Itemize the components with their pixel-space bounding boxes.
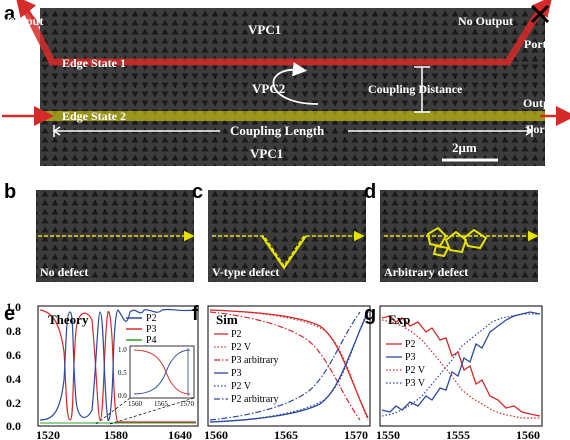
- legend-f-0: P2: [231, 329, 242, 340]
- coupling-curve-arrow: [272, 62, 319, 105]
- vpc1-top-label: VPC1: [248, 22, 281, 37]
- output-port3-arrow: [15, 0, 41, 27]
- port4-label: Port 4: [524, 37, 556, 51]
- plot-e-curves: [39, 308, 197, 424]
- vpc1-bottom-label: VPC1: [250, 146, 283, 161]
- coupling-distance-label: Coupling Distance: [368, 82, 463, 96]
- legend-g-3: P3 V: [405, 378, 426, 389]
- port3-label: Port 3: [4, 37, 36, 51]
- inset-xtick-2: 1570: [180, 400, 195, 408]
- panel-g: g Exp P2 P3 P2 V P3 V 1550 1555 1560: [364, 303, 543, 440]
- arbitrary-defect-label: Arbitrary defect: [384, 265, 468, 279]
- e-ytick-1: 0.2: [6, 396, 21, 410]
- plot-f-legend: P2 P2 V P3 arbitrary P3 P2 V P2 arbitrar…: [214, 329, 279, 405]
- legend-f-1: P2 V: [231, 342, 252, 353]
- arbitrary-defect-outline: [426, 226, 488, 258]
- legend-f-2: P3 arbitrary: [231, 355, 279, 366]
- panel-f-letter: f: [192, 303, 199, 325]
- inset-p2: [133, 349, 191, 395]
- panel-f: f Sim P2 P2 V P3 arbitrary P3 P2 V P2 ar…: [192, 303, 371, 440]
- legend-f-5: P2 arbitrary: [231, 394, 279, 405]
- plot-g-frame: [379, 305, 543, 427]
- inset-ytick-2: 0.0: [118, 392, 127, 400]
- series-e-p2: [39, 308, 197, 421]
- plot-g-legend: P2 P3 P2 V P3 V: [386, 339, 426, 389]
- v-defect-label: V-type defect: [212, 265, 279, 279]
- legend-e-p2: P2: [146, 313, 157, 324]
- edge-state-2-path: [40, 111, 545, 121]
- panel-b-letter: b: [4, 181, 16, 203]
- g-xtick-0: 1550: [376, 428, 400, 440]
- plot-e-title: Theory: [48, 312, 89, 327]
- sem-vpc1-top: [40, 8, 545, 62]
- plot-e-inset: 1.0 0.5 0.0 1560 1565 1570: [95, 345, 195, 425]
- no-output-label: No Output: [458, 14, 513, 28]
- legend-f-4: P2 V: [231, 381, 252, 392]
- series-g-p2v: [381, 319, 540, 419]
- panel-d-letter: d: [364, 181, 376, 203]
- series-g-p3: [381, 311, 541, 413]
- plot-e-frame: [37, 305, 199, 427]
- e-ytick-3: 0.6: [6, 348, 21, 362]
- coupling-distance-bar: [414, 66, 430, 113]
- plot-g-title: Exp: [388, 312, 410, 327]
- series-f-p2v: [209, 309, 369, 421]
- legend-e-p3: P3: [146, 324, 157, 335]
- port1-label: Port 1: [4, 122, 36, 136]
- e-ytick-0: 0.0: [6, 419, 21, 433]
- input-label: Input: [4, 96, 33, 110]
- series-f-p2v-blue: [209, 309, 369, 423]
- plot-f-frame: [207, 305, 371, 427]
- e-xtick-1: 1580: [104, 428, 128, 440]
- legend-e-p4: P4: [146, 335, 157, 346]
- g-xtick-1: 1555: [446, 428, 470, 440]
- plot-f-title: Sim: [216, 312, 238, 327]
- g-xtick-2: 1560: [516, 428, 540, 440]
- e-ytick-4: 0.8: [6, 324, 21, 338]
- e-ytick-2: 0.4: [6, 372, 21, 386]
- plot-e-legend: P2 P3 P4: [126, 313, 157, 346]
- panel-a-letter: a: [4, 3, 16, 25]
- e-ytick-5: 1.0: [6, 300, 21, 314]
- inset-ytick-0: 1.0: [118, 346, 127, 354]
- f-xtick-0: 1560: [204, 428, 228, 440]
- e-xtick-0: 1520: [36, 428, 60, 440]
- inset-xtick-0: 1560: [128, 400, 143, 408]
- sem-vpc1-bottom: [40, 118, 545, 166]
- series-f-p2arb: [209, 311, 361, 421]
- no-defect-label: No defect: [40, 265, 88, 279]
- e-xtick-2: 1640: [168, 428, 192, 440]
- legend-g-1: P3: [405, 352, 416, 363]
- coupling-length-bar: [52, 125, 534, 137]
- panel-g-letter: g: [364, 303, 376, 325]
- vpc2-label: VPC2: [252, 81, 285, 96]
- f-xtick-2: 1570: [344, 428, 368, 440]
- panel-e: e Theory P2 P3 P4 1.0 0.5 0.0: [4, 300, 199, 440]
- coupling-length-label: Coupling Length: [230, 123, 325, 138]
- edge-state-1-path: [22, 8, 543, 66]
- output-left-label: Output: [6, 14, 43, 28]
- legend-g-2: P2 V: [405, 365, 426, 376]
- panel-c-letter: c: [192, 181, 203, 203]
- scalebar-label: 2μm: [452, 140, 477, 155]
- no-output-cross: [530, 4, 550, 24]
- panel-b: b No defect: [4, 181, 195, 282]
- series-e-p3: [39, 309, 196, 423]
- series-f-p3arb: [209, 311, 361, 421]
- inset-xtick-1: 1565: [154, 400, 169, 408]
- panel-e-letter: e: [4, 303, 15, 325]
- legend-g-0: P2: [405, 339, 416, 350]
- v-defect-outline: [261, 235, 307, 270]
- panel-d: d Arbitrary defect: [364, 181, 539, 282]
- output-right-label: Output: [523, 96, 560, 110]
- edge-state-1-label: Edge State 1: [62, 56, 126, 70]
- panel-c: c V-type defect: [192, 181, 366, 282]
- port2-label: Port 2: [526, 122, 558, 136]
- inset-ytick-1: 0.5: [118, 369, 127, 377]
- legend-f-3: P3: [231, 368, 242, 379]
- f-xtick-1: 1565: [274, 428, 298, 440]
- panel-a: a: [2, 0, 570, 166]
- edge-state-2-label: Edge State 2: [62, 109, 126, 123]
